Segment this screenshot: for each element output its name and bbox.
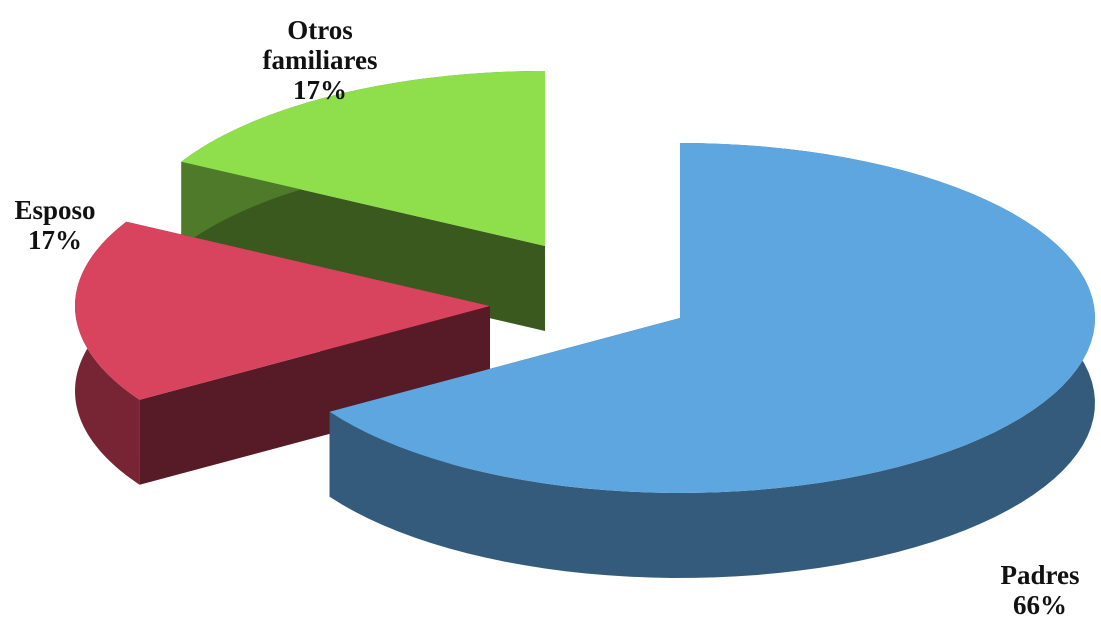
value-label: 17% [28,225,82,255]
slice [329,143,1095,493]
slice-label: Esposo 17% [0,195,110,255]
slice-label: Padres 66% [985,560,1095,620]
category-label: Otros familiares [262,15,378,75]
value-label: 17% [293,75,347,105]
slice [75,221,490,400]
value-label: 66% [1013,590,1067,620]
category-label: Esposo [14,195,96,225]
category-label: Padres [1000,560,1080,590]
slice [181,71,545,246]
slice-wall [181,161,545,331]
slice-label: Otros familiares 17% [230,15,410,105]
